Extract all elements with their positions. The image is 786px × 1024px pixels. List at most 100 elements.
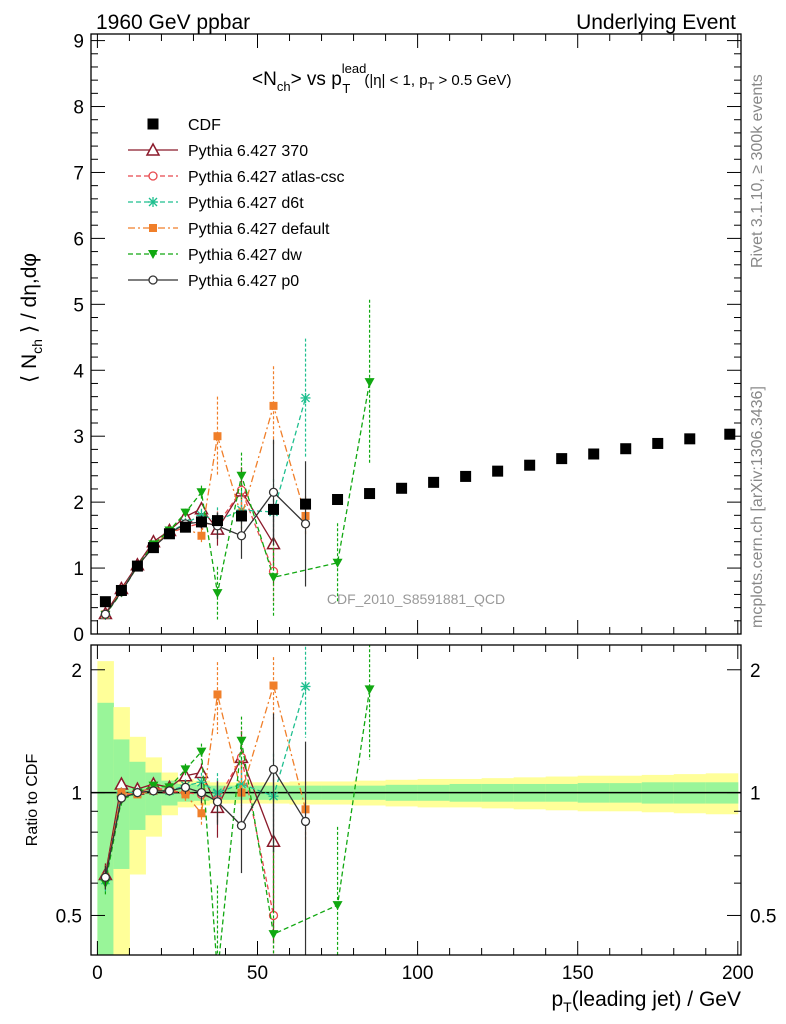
series-line <box>104 755 275 916</box>
y-tick-label: 3 <box>73 427 84 448</box>
y-tick-label: 1 <box>73 559 84 580</box>
data-point <box>147 542 159 554</box>
series-pythia-6-427-p0 <box>100 439 311 619</box>
y-tick-label: 0 <box>73 625 84 646</box>
data-point <box>115 584 127 596</box>
data-point <box>180 508 191 518</box>
legend-label: Pythia 6.427 default <box>188 221 330 238</box>
data-point <box>181 790 190 799</box>
y-tick-label: 2 <box>73 493 84 514</box>
plot-title-sup: lead <box>342 61 367 76</box>
data-point <box>332 493 344 505</box>
data-point <box>212 589 223 599</box>
data-point <box>212 970 222 979</box>
x-axis-label: pT(leading jet) / GeV <box>551 988 741 1015</box>
ratio-series-pythia-6-427-p0 <box>100 713 311 955</box>
data-point <box>724 428 736 440</box>
plot-title-sub: ch <box>277 79 291 94</box>
data-point <box>131 560 143 572</box>
series-pythia-6-427-atlas-csc <box>100 467 279 620</box>
y-tick-label-right: 1 <box>750 784 761 805</box>
series-line <box>104 489 275 614</box>
data-point <box>197 809 206 818</box>
data-point <box>300 816 311 827</box>
legend-item: Pythia 6.427 p0 <box>128 273 299 290</box>
panel-frame <box>90 644 742 956</box>
series-pythia-6-427-default <box>101 366 310 619</box>
data-point <box>236 471 247 481</box>
data-point <box>100 872 111 882</box>
data-point <box>524 459 536 471</box>
data-point <box>148 781 159 791</box>
data-point <box>213 432 222 441</box>
legend-item: CDF <box>147 117 221 134</box>
legend-item: Pythia 6.427 370 <box>128 142 308 160</box>
data-point <box>196 747 207 757</box>
panel-frame <box>90 33 742 635</box>
legend-label: Pythia 6.427 atlas-csc <box>188 169 345 186</box>
data-point <box>300 519 311 529</box>
legend-label: Pythia 6.427 d6t <box>188 195 304 212</box>
y-label-sub: ch <box>29 339 45 354</box>
data-point <box>268 573 279 583</box>
x-tick-label: 200 <box>722 963 754 984</box>
data-point <box>300 498 312 510</box>
legend-label: Pythia 6.427 dw <box>188 247 302 264</box>
data-point <box>235 510 247 522</box>
y-axis-label-main: ⟨ Nch ⟩ / dη,dφ <box>18 253 45 383</box>
data-point <box>460 470 472 482</box>
plot-title-sub2: T <box>342 81 350 96</box>
mcplots-label: mcplots.cern.ch [arXiv:1306.3436] <box>749 386 766 628</box>
data-point <box>364 685 375 695</box>
data-point <box>100 609 111 619</box>
legend-marker <box>148 171 158 181</box>
header-left: 1960 GeV ppbar <box>96 11 250 34</box>
x-axis-label-sub: T <box>563 999 572 1015</box>
data-point <box>213 690 222 699</box>
data-point <box>620 443 632 455</box>
data-point <box>300 392 311 403</box>
data-point <box>132 787 143 798</box>
data-point <box>268 764 279 775</box>
legend-item: Pythia 6.427 default <box>128 221 330 238</box>
data-point <box>269 681 278 690</box>
x-axis-label-main: p <box>551 988 563 1011</box>
series-cdf <box>99 428 736 608</box>
y-tick-label: 1 <box>71 784 82 805</box>
data-point <box>269 401 278 410</box>
legend-item: Pythia 6.427 dw <box>128 247 302 264</box>
y-tick-label-right: 0.5 <box>750 906 776 927</box>
x-tick-label: 150 <box>562 963 594 984</box>
data-point <box>236 820 247 831</box>
data-point <box>116 793 127 803</box>
y-tick-label: 9 <box>73 32 84 53</box>
y-tick-label: 7 <box>73 163 84 184</box>
legend-marker <box>148 197 158 207</box>
series-line <box>104 382 371 616</box>
series-pythia-6-427-d6t <box>100 338 311 620</box>
ratio-panel: 0 50 100 150 200 0.5 0.5 1 1 2 2 <box>56 644 776 984</box>
legend-label: Pythia 6.427 370 <box>188 143 308 160</box>
x-tick-label: 0 <box>92 963 103 984</box>
data-point <box>99 596 111 608</box>
y-tick-label-right: 2 <box>750 661 761 682</box>
header-right: Underlying Event <box>576 11 736 34</box>
plot-title-main: <N <box>252 69 277 90</box>
data-point <box>148 786 159 796</box>
x-axis-label-rest: (leading jet) / GeV <box>572 988 741 1011</box>
ratio-plot-area <box>98 645 375 979</box>
data-point <box>164 786 175 796</box>
data-point <box>236 736 247 746</box>
legend-marker <box>145 142 161 156</box>
data-point <box>364 378 375 388</box>
y-tick-label: 0.5 <box>56 906 82 927</box>
analysis-watermark: CDF_2010_S8591881_QCD <box>327 591 505 607</box>
data-point <box>180 782 191 793</box>
y-axis-label-ratio: Ratio to CDF <box>24 754 41 847</box>
data-point <box>332 901 343 911</box>
data-point <box>396 482 408 494</box>
data-point <box>492 465 504 477</box>
y-tick-label: 8 <box>73 98 84 119</box>
legend-marker <box>147 118 159 130</box>
